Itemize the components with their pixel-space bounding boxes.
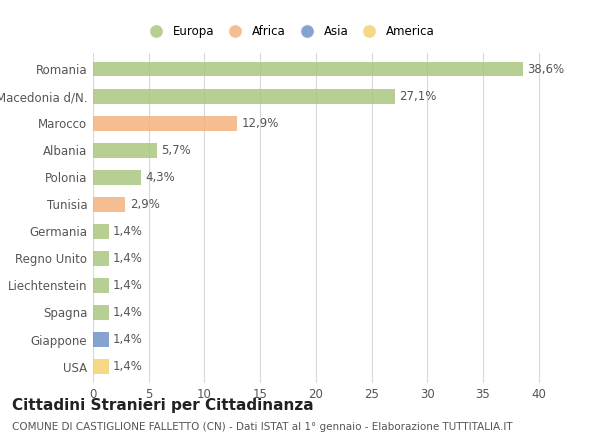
Bar xyxy=(93,278,109,293)
Bar xyxy=(93,251,109,266)
Bar xyxy=(93,62,523,77)
Text: 1,4%: 1,4% xyxy=(113,279,143,292)
Text: 1,4%: 1,4% xyxy=(113,306,143,319)
Text: 4,3%: 4,3% xyxy=(145,171,175,184)
Legend: Europa, Africa, Asia, America: Europa, Africa, Asia, America xyxy=(142,22,437,40)
Bar xyxy=(93,197,125,212)
Bar xyxy=(93,332,109,347)
Text: COMUNE DI CASTIGLIONE FALLETTO (CN) - Dati ISTAT al 1° gennaio - Elaborazione TU: COMUNE DI CASTIGLIONE FALLETTO (CN) - Da… xyxy=(12,422,512,433)
Text: 1,4%: 1,4% xyxy=(113,360,143,373)
Text: 27,1%: 27,1% xyxy=(400,90,437,103)
Text: 1,4%: 1,4% xyxy=(113,225,143,238)
Bar xyxy=(93,116,237,131)
Bar xyxy=(93,170,141,185)
Bar xyxy=(93,224,109,239)
Text: 1,4%: 1,4% xyxy=(113,333,143,346)
Text: 12,9%: 12,9% xyxy=(241,117,278,130)
Bar xyxy=(93,359,109,374)
Bar xyxy=(93,143,157,158)
Text: Cittadini Stranieri per Cittadinanza: Cittadini Stranieri per Cittadinanza xyxy=(12,398,314,413)
Bar xyxy=(93,305,109,320)
Text: 2,9%: 2,9% xyxy=(130,198,160,211)
Text: 38,6%: 38,6% xyxy=(527,62,565,76)
Text: 1,4%: 1,4% xyxy=(113,252,143,265)
Text: 5,7%: 5,7% xyxy=(161,144,191,157)
Bar xyxy=(93,88,395,103)
